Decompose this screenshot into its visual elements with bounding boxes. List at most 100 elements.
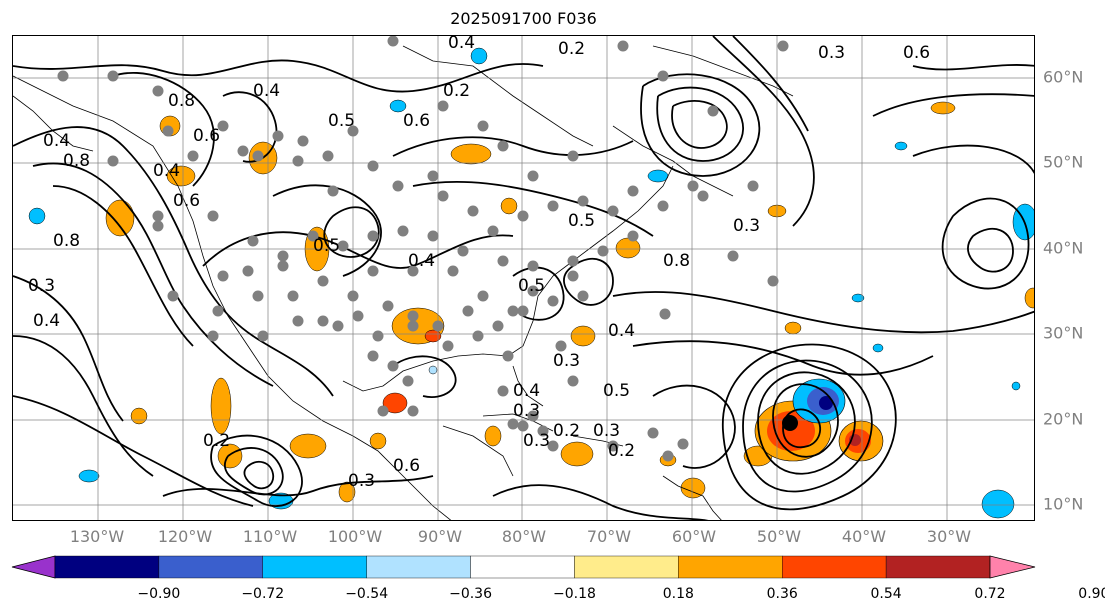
station-marker bbox=[492, 320, 504, 332]
station-marker bbox=[527, 170, 539, 182]
negative-anomaly-patch bbox=[981, 489, 1015, 519]
contour-label: 0.4 bbox=[43, 131, 70, 151]
station-marker bbox=[577, 195, 589, 207]
station-marker bbox=[447, 265, 459, 277]
contour-label: 0.6 bbox=[193, 126, 220, 146]
colorbar-tick-label: 0.36 bbox=[766, 586, 798, 602]
station-marker bbox=[337, 240, 349, 252]
contour-line bbox=[712, 36, 815, 227]
colorbar-bin bbox=[54, 555, 160, 579]
station-marker bbox=[607, 205, 619, 217]
station-marker bbox=[257, 330, 269, 342]
colorbar-extend-right bbox=[989, 555, 1036, 579]
anomaly-patch bbox=[105, 199, 135, 237]
longitude-label: 50°W bbox=[756, 527, 802, 546]
contour-line bbox=[13, 59, 544, 93]
negative-anomaly-patch bbox=[389, 99, 407, 113]
contour-label: 0.8 bbox=[168, 91, 195, 111]
longitude-label: 90°W bbox=[417, 527, 463, 546]
contour-labels: 0.4 0.2 0.60.30.40.8 0.40.80.60.50.40.50.60… bbox=[28, 36, 930, 491]
contour-line bbox=[272, 184, 382, 277]
latitude-label: 60°N bbox=[1043, 67, 1084, 87]
coastline bbox=[662, 475, 722, 520]
anomaly-patch bbox=[382, 392, 408, 414]
coastline bbox=[442, 425, 514, 477]
station-marker bbox=[252, 150, 264, 162]
contour-line bbox=[32, 162, 274, 387]
station-marker bbox=[272, 130, 284, 142]
anomaly-patch bbox=[930, 101, 956, 115]
station-marker bbox=[407, 320, 419, 332]
contour-label: 0.3 bbox=[523, 431, 550, 451]
station-marker bbox=[555, 340, 567, 352]
contour-line bbox=[732, 36, 809, 132]
contour-label: 0.2 bbox=[608, 441, 635, 461]
contour-line bbox=[162, 475, 434, 497]
colorbar-tick-label: 0.72 bbox=[974, 586, 1006, 602]
anomaly-patch bbox=[289, 433, 327, 459]
coastline bbox=[512, 365, 544, 407]
station-marker bbox=[657, 70, 669, 82]
station-marker bbox=[497, 385, 509, 397]
station-marker bbox=[647, 427, 659, 439]
station-marker bbox=[437, 190, 449, 202]
anomaly-patch bbox=[615, 237, 641, 259]
latitude-label: 50°N bbox=[1043, 152, 1084, 172]
contour-label: 0.4 bbox=[408, 251, 435, 271]
contour-line bbox=[392, 136, 634, 157]
station-marker bbox=[547, 440, 559, 452]
anomaly-patch bbox=[560, 441, 594, 467]
colorbar-bin bbox=[366, 555, 471, 579]
station-marker bbox=[537, 425, 549, 437]
colorbar-bin bbox=[470, 555, 575, 579]
station-marker bbox=[107, 70, 119, 82]
station-marker bbox=[442, 340, 454, 352]
station-marker bbox=[517, 420, 529, 432]
station-marker bbox=[387, 360, 399, 372]
station-marker bbox=[212, 305, 224, 317]
contour-line bbox=[652, 384, 736, 469]
station-marker bbox=[407, 405, 419, 417]
negative-anomaly-patch bbox=[894, 141, 908, 151]
anomaly-patch bbox=[217, 443, 243, 469]
station-marker bbox=[657, 200, 669, 212]
longitude-label: 100°W bbox=[327, 527, 383, 546]
station-marker bbox=[567, 270, 579, 282]
contour-line bbox=[492, 484, 709, 520]
station-marker bbox=[659, 308, 671, 320]
contour-line bbox=[967, 227, 1014, 273]
contour-line bbox=[912, 64, 1034, 71]
station-marker bbox=[517, 305, 529, 317]
contour-line bbox=[13, 395, 254, 507]
station-marker bbox=[427, 170, 439, 182]
station-marker bbox=[437, 100, 449, 112]
contour-line bbox=[243, 460, 275, 490]
colorbar-tick-label: −0.18 bbox=[552, 586, 596, 602]
contour-label: 0.6 bbox=[173, 191, 200, 211]
colorbar-tick-label: −0.36 bbox=[449, 586, 492, 602]
station-marker bbox=[297, 135, 309, 147]
longitude-label: 110°W bbox=[242, 527, 298, 546]
negative-anomaly-patch bbox=[1011, 381, 1021, 391]
station-marker bbox=[567, 375, 579, 387]
station-marker bbox=[307, 230, 319, 242]
station-marker bbox=[152, 210, 164, 222]
contour-label: 0.4 bbox=[608, 321, 635, 341]
station-marker bbox=[607, 440, 619, 452]
station-marker bbox=[392, 180, 404, 192]
latitude-label: 40°N bbox=[1043, 238, 1084, 258]
station-marker bbox=[207, 210, 219, 222]
station-marker bbox=[727, 250, 739, 262]
contour-label: 0.5 bbox=[328, 111, 355, 131]
contour-line bbox=[640, 73, 761, 177]
contour-label: 0.6 bbox=[403, 111, 430, 131]
longitude-label: 30°W bbox=[926, 527, 972, 546]
station-marker bbox=[697, 190, 709, 202]
contour-label: 0.5 bbox=[313, 236, 340, 256]
station-marker bbox=[322, 150, 334, 162]
colorbar-tick-label: 0.90 bbox=[1078, 586, 1105, 602]
contour-label: 0.8 bbox=[53, 231, 80, 251]
station-marker bbox=[367, 350, 379, 362]
negative-anomaly-patch bbox=[470, 47, 488, 65]
contour-label: 0.4 bbox=[513, 381, 540, 401]
